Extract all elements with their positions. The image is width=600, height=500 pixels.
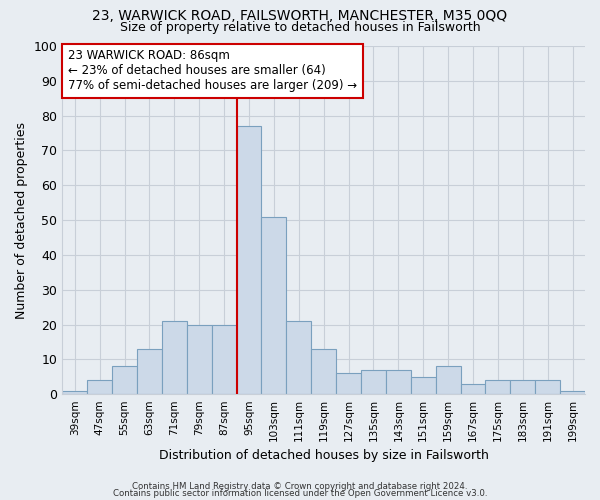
Bar <box>535 380 560 394</box>
Bar <box>112 366 137 394</box>
Bar <box>162 321 187 394</box>
Bar <box>461 384 485 394</box>
Y-axis label: Number of detached properties: Number of detached properties <box>15 122 28 318</box>
Bar <box>87 380 112 394</box>
Bar <box>262 216 286 394</box>
Bar <box>286 321 311 394</box>
Bar <box>411 377 436 394</box>
Bar <box>187 324 212 394</box>
Bar <box>62 390 87 394</box>
Bar <box>436 366 461 394</box>
Text: 23, WARWICK ROAD, FAILSWORTH, MANCHESTER, M35 0QQ: 23, WARWICK ROAD, FAILSWORTH, MANCHESTER… <box>92 9 508 23</box>
Bar <box>336 374 361 394</box>
Bar <box>386 370 411 394</box>
Bar <box>361 370 386 394</box>
Bar <box>212 324 236 394</box>
Text: Contains public sector information licensed under the Open Government Licence v3: Contains public sector information licen… <box>113 489 487 498</box>
Text: Size of property relative to detached houses in Failsworth: Size of property relative to detached ho… <box>119 22 481 35</box>
Bar <box>137 349 162 394</box>
Bar <box>311 349 336 394</box>
Bar <box>485 380 511 394</box>
X-axis label: Distribution of detached houses by size in Failsworth: Distribution of detached houses by size … <box>159 450 488 462</box>
Bar <box>511 380 535 394</box>
Text: Contains HM Land Registry data © Crown copyright and database right 2024.: Contains HM Land Registry data © Crown c… <box>132 482 468 491</box>
Bar <box>560 390 585 394</box>
Text: 23 WARWICK ROAD: 86sqm
← 23% of detached houses are smaller (64)
77% of semi-det: 23 WARWICK ROAD: 86sqm ← 23% of detached… <box>68 50 356 92</box>
Bar <box>236 126 262 394</box>
